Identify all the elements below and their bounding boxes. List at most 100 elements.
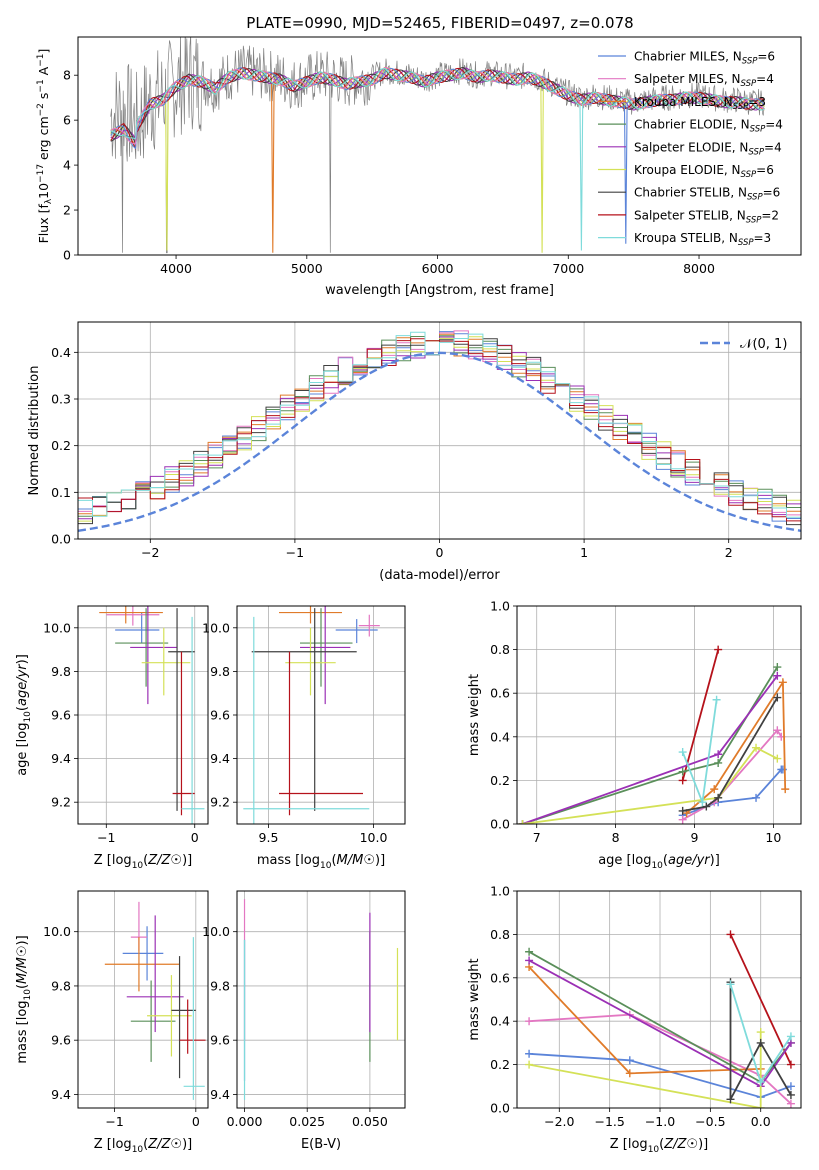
errorbars — [104, 901, 206, 1100]
x-tick-label: −1 — [97, 830, 115, 845]
y-tick-label: 0.0 — [490, 817, 510, 832]
weight-marker-chabrier_miles — [752, 793, 761, 802]
label-italic: age/yr — [668, 853, 711, 868]
weight-marker-kroupa_miles — [710, 785, 719, 794]
panel-age_vs_Z: −1 09.29.49.69.810.0Z [log10(Z/Z☉)]age [l… — [15, 605, 209, 871]
axes-frame — [516, 605, 802, 825]
y-tick-label: 9.2 — [210, 795, 230, 810]
weight-line-salpeter_miles — [682, 728, 783, 821]
label-part: ( — [143, 1137, 148, 1152]
weight-marker-chabrier_stelib — [702, 802, 711, 811]
y-axis-label: mass weight — [467, 674, 482, 756]
legend-text: =6 — [756, 163, 774, 177]
y-tick-label: 10.0 — [43, 620, 71, 635]
legend-label-salpeter_miles: Salpeter MILES, NSSP=4 — [634, 72, 774, 89]
weight-marker-chabrier_stelib — [773, 693, 782, 702]
legend-text: =3 — [754, 231, 772, 245]
weight-marker-chabrier_stelib — [726, 1095, 735, 1104]
y-axis-label: Normed distribution — [27, 366, 42, 496]
axes-frame — [236, 605, 406, 825]
legend-subscript: SSP — [742, 57, 758, 67]
legend-text: Chabrier MILES, N — [634, 50, 742, 64]
weight-marker-kroupa_stelib — [726, 980, 735, 989]
y-tick-label: 0 — [63, 248, 71, 263]
label-part: ( — [331, 853, 336, 868]
y-tick-label: 0.3 — [51, 392, 71, 407]
weight-marker-salpeter_elodie — [525, 956, 534, 965]
y-tick-label: 10.0 — [202, 620, 230, 635]
xlabel-label: Z [log10(Z/Z☉)] — [94, 1137, 192, 1155]
label-subscript: 10 — [23, 711, 33, 723]
y-tick-label: 9.8 — [51, 664, 71, 679]
weight-marker-kroupa_miles — [625, 1069, 634, 1078]
legend-text: =6 — [757, 50, 775, 64]
weight-marker-chabrier_elodie — [678, 767, 687, 776]
legend-label-kroupa_miles: Kroupa MILES, NSSP=3 — [634, 95, 766, 112]
weight-lines — [525, 930, 795, 1108]
label-italic: Z/Z☉ — [147, 1137, 182, 1152]
weight-marker-salpeter_stelib — [726, 930, 735, 939]
axes-frame — [236, 890, 406, 1109]
y-tick-label: 9.2 — [51, 795, 71, 810]
legend-text: Kroupa ELODIE, N — [634, 163, 741, 177]
label-italic: Z/Z☉ — [147, 853, 182, 868]
errorbars — [243, 606, 380, 824]
y-tick-label: 0.1 — [51, 485, 71, 500]
legend-label-kroupa_stelib: Kroupa STELIB, NSSP=3 — [634, 231, 771, 248]
label-italic: M/M☉ — [15, 945, 30, 983]
y-tick-label: 10.0 — [43, 924, 71, 939]
legend-subscript: SSP — [738, 238, 754, 248]
label-part: )] — [710, 853, 720, 868]
model-spectrum-salpeter_miles — [110, 67, 765, 145]
weight-line-salpeter_stelib — [729, 934, 792, 1065]
x-tick-label: 0.000 — [227, 1114, 263, 1129]
panel-spectrum: 4000 5000 6000 7000 8000 0 2 4 6 8 wavelength [Ang… — [36, 36, 802, 298]
weight-line-kroupa_elodie — [528, 1032, 762, 1108]
x-tick-label: 7 — [533, 830, 541, 845]
weight-lines — [518, 645, 790, 824]
weight-marker-kroupa_stelib — [698, 798, 707, 807]
label-italic: M/M☉ — [337, 853, 375, 868]
weight-marker-salpeter_miles — [678, 815, 687, 824]
label-part: )] — [182, 1137, 192, 1152]
y-tick-label: 0.4 — [490, 729, 510, 744]
axes-frame — [77, 321, 802, 540]
legend-label-normal: 𝒩(0, 1) — [740, 337, 787, 352]
x-tick-label: −2.0 — [544, 1114, 574, 1129]
weight-marker-kroupa_elodie — [518, 820, 527, 824]
label-part: )] — [698, 1137, 708, 1152]
label-part: s — [36, 93, 51, 104]
xlabel-label: Z [log10(Z/Z☉)] — [94, 853, 192, 871]
weight-marker-kroupa_stelib — [786, 1032, 795, 1041]
x-tick-label: 6000 — [422, 261, 454, 276]
label-part: ( — [15, 984, 30, 989]
label-part: Z [log — [610, 1137, 648, 1152]
weight-marker-chabrier_miles — [786, 1082, 795, 1091]
panel-residuals: −2 −1 0 1 2 0.0 0.1 0.2 0.3 0.4 (data-model)/error… — [27, 321, 802, 583]
y-tick-label: 9.6 — [210, 708, 230, 723]
label-italic: Z/Z☉ — [663, 1137, 698, 1152]
weight-marker-kroupa_miles — [778, 678, 787, 687]
y-tick-label: 9.4 — [210, 751, 230, 766]
weight-marker-chabrier_miles — [525, 1049, 534, 1058]
y-tick-label: 1.0 — [490, 884, 510, 899]
weight-marker-salpeter_miles — [525, 1017, 534, 1026]
legend-text: Salpeter MILES, N — [634, 72, 741, 86]
label-superscript: −17 — [36, 164, 46, 183]
x-tick-label: −2 — [141, 545, 159, 560]
label-part: Flux [f — [36, 204, 51, 244]
y-tick-label: 9.4 — [210, 1087, 230, 1102]
x-tick-label: 8 — [612, 830, 620, 845]
weight-marker-chabrier_stelib — [786, 1090, 795, 1099]
xlabel-label: age [log10(age/yr)] — [598, 853, 720, 871]
weight-marker-kroupa_elodie — [756, 1028, 765, 1037]
legend-label-salpeter_elodie: Salpeter ELODIE, NSSP=4 — [634, 140, 782, 157]
x-tick-label: 2 — [725, 545, 733, 560]
label-part: age [log — [598, 853, 651, 868]
x-tick-label: 7000 — [552, 261, 584, 276]
y-tick-label: 0.8 — [490, 642, 510, 657]
weight-marker-chabrier_elodie — [773, 663, 782, 672]
x-tick-label: −1 — [286, 545, 304, 560]
x-tick-label: 0 — [191, 830, 199, 845]
